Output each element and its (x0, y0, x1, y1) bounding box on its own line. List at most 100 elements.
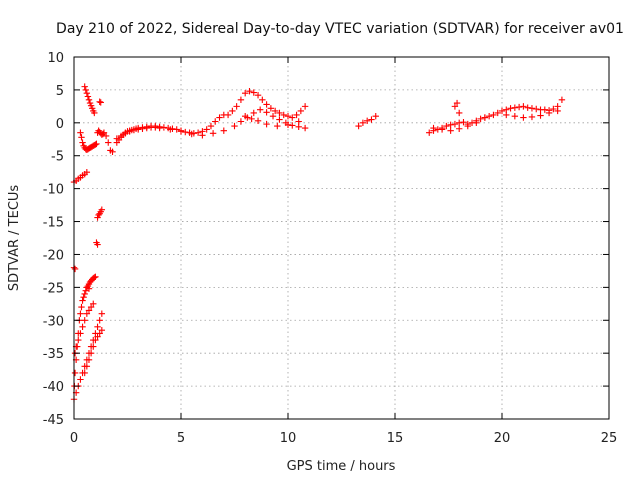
data-point (558, 96, 566, 103)
data-point (94, 214, 101, 221)
x-axis-label: GPS time / hours (287, 459, 396, 474)
data-point (94, 323, 101, 331)
data-point (368, 116, 375, 123)
data-point (109, 148, 116, 155)
data-point (359, 119, 367, 127)
data-point (75, 336, 82, 344)
data-point (263, 120, 270, 128)
data-point (276, 109, 283, 117)
data-point (541, 106, 548, 113)
data-point (87, 349, 95, 357)
data-point (188, 130, 195, 138)
data-point (71, 369, 79, 377)
data-point (85, 307, 93, 314)
data-point (485, 113, 493, 120)
data-point (355, 122, 362, 130)
data-point (447, 121, 454, 128)
data-point (274, 122, 281, 130)
y-tick-labels: 10 5 0 -5 -10 -15 -20 -25 -30 -35 -40 -45 (43, 51, 64, 428)
data-point (554, 107, 561, 115)
data-point (156, 124, 163, 132)
x-tick-label: 10 (280, 431, 297, 446)
data-point (528, 113, 536, 121)
data-point (79, 139, 86, 146)
data-point (248, 115, 255, 123)
data-point (96, 98, 103, 105)
data-point (237, 118, 245, 125)
data-point (231, 122, 238, 130)
data-point (271, 107, 279, 115)
data-point (545, 109, 553, 117)
data-point (82, 86, 89, 94)
data-point (301, 124, 309, 132)
data-point (85, 96, 93, 103)
data-point (83, 310, 91, 317)
data-point (520, 103, 527, 110)
data-point (167, 126, 174, 133)
data-point (92, 141, 99, 148)
data-point (267, 105, 275, 112)
data-point (139, 125, 146, 132)
data-point (224, 111, 232, 119)
data-point (372, 113, 379, 120)
data-point (254, 91, 262, 99)
gridlines (74, 57, 609, 419)
data-point (473, 119, 480, 127)
data-point (481, 114, 489, 121)
data-point (83, 363, 91, 370)
data-point (105, 139, 112, 146)
data-point (451, 120, 459, 128)
data-point (84, 93, 92, 100)
data-point (77, 330, 84, 337)
x-tick-labels: 0 5 10 15 20 25 (70, 431, 617, 446)
data-point (456, 125, 463, 132)
y-tick-label: -5 (51, 150, 64, 165)
data-point (507, 105, 514, 112)
data-point (456, 119, 463, 127)
data-point (126, 128, 133, 135)
data-point (515, 103, 523, 111)
data-point (233, 103, 240, 110)
data-point (242, 90, 249, 97)
data-point (182, 128, 189, 136)
data-point (113, 135, 120, 142)
data-point (82, 287, 89, 294)
data-point (91, 109, 98, 117)
data-point (263, 109, 270, 116)
data-point (83, 168, 91, 176)
data-point (237, 96, 245, 103)
data-point (520, 114, 527, 121)
data-point (494, 109, 501, 117)
data-point (456, 109, 463, 117)
data-point (96, 330, 103, 337)
data-point (477, 115, 484, 123)
data-point (77, 310, 84, 317)
data-point (537, 112, 544, 119)
data-point (363, 117, 371, 125)
data-point (276, 116, 283, 123)
data-point (259, 96, 266, 103)
chart-title: Day 210 of 2022, Sidereal Day-to-day VTE… (56, 21, 624, 37)
data-point (98, 310, 106, 317)
data-point (254, 117, 262, 125)
y-tick-label: -30 (43, 314, 64, 329)
y-tick-label: 0 (56, 117, 64, 132)
data-point (152, 124, 159, 131)
data-point (90, 343, 97, 350)
data-point (289, 122, 296, 129)
data-point (77, 376, 84, 383)
y-tick-label: -15 (43, 216, 64, 231)
data-point (263, 101, 270, 108)
y-tick-label: -25 (43, 281, 64, 296)
data-point (130, 126, 138, 134)
data-point (293, 111, 300, 119)
data-point (284, 121, 292, 128)
data-point (81, 290, 88, 298)
data-point (430, 124, 437, 132)
data-point (87, 303, 95, 311)
x-tick-label: 0 (70, 431, 78, 446)
data-point (79, 297, 86, 304)
data-markers (70, 83, 566, 403)
data-point (301, 103, 309, 110)
data-point (177, 128, 185, 135)
